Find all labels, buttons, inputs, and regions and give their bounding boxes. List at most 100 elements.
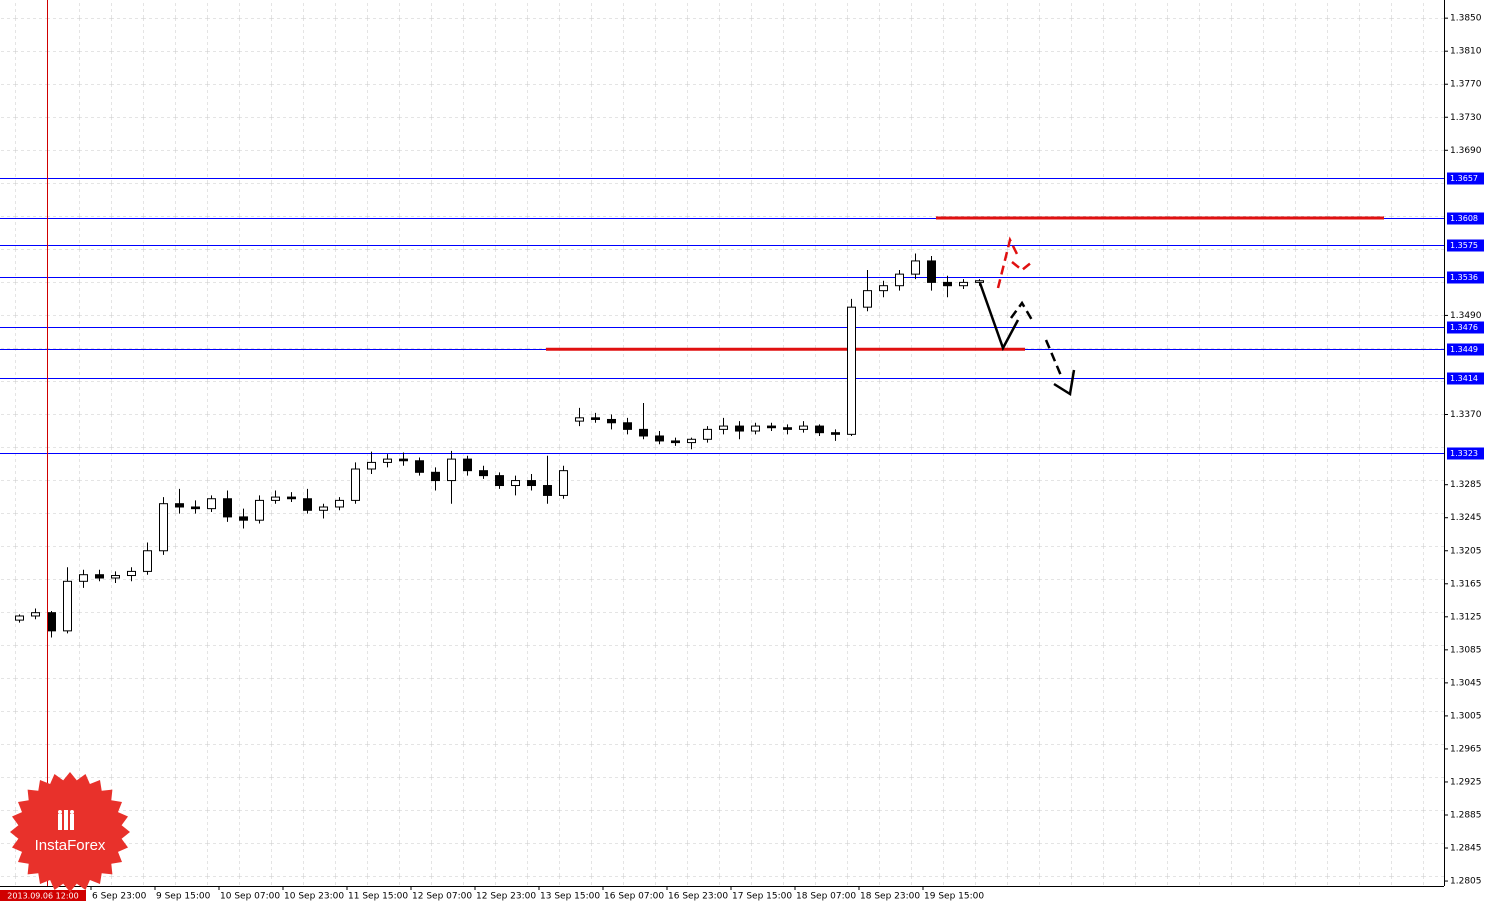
x-tick-label: 10 Sep 07:00: [220, 892, 280, 902]
candle-body: [879, 285, 888, 292]
candle-body: [543, 485, 552, 496]
level-label-box: [1447, 343, 1484, 356]
candle-body: [239, 516, 248, 521]
candle-body: [383, 458, 392, 463]
y-tick-label: 1.2845: [1450, 844, 1482, 854]
y-tick-label: 1.3490: [1450, 311, 1482, 321]
x-tick-label: 17 Sep 15:00: [732, 892, 792, 902]
y-tick-label: 1.2885: [1450, 810, 1482, 820]
x-tick-label: 13 Sep 15:00: [540, 892, 600, 902]
candle-body: [639, 428, 648, 437]
candle-body: [15, 615, 24, 621]
level-label: 1.3657: [1450, 174, 1478, 183]
candle-body: [671, 440, 680, 444]
candle-body: [863, 290, 872, 308]
y-tick-label: 1.3005: [1450, 711, 1482, 721]
candle-body: [431, 471, 440, 482]
candle-body: [287, 496, 296, 500]
marker-label-box: [0, 890, 86, 901]
y-tick-label: 1.2805: [1450, 877, 1482, 887]
y-tick-label: 1.3085: [1450, 645, 1482, 655]
y-tick-label: 1.3730: [1450, 113, 1482, 123]
level-label: 1.3608: [1450, 214, 1478, 223]
x-tick-label: 18 Sep 07:00: [796, 892, 856, 902]
candle-body: [687, 438, 696, 444]
level-label: 1.3476: [1450, 323, 1478, 332]
candle-body: [607, 418, 616, 424]
candle-body: [271, 496, 280, 501]
candle-body: [367, 461, 376, 470]
candle-body: [623, 422, 632, 430]
y-tick-label: 1.3850: [1450, 14, 1482, 24]
candle-body: [975, 280, 984, 283]
candle-body: [735, 425, 744, 432]
candle-body: [191, 506, 200, 510]
level-label-box: [1447, 271, 1484, 284]
candle-body: [207, 498, 216, 510]
x-tick-label: 10 Sep 23:00: [284, 892, 344, 902]
candle-body: [319, 506, 328, 511]
marker-label: 2013.09.06 12:00: [7, 892, 78, 901]
watermark-text: InstaForex: [35, 837, 106, 854]
y-tick-label: 1.3690: [1450, 146, 1482, 156]
y-tick-label: 1.3810: [1450, 47, 1482, 57]
y-tick-label: 1.3370: [1450, 410, 1482, 420]
x-tick-label: 11 Sep 15:00: [348, 892, 408, 902]
candle-body: [447, 458, 456, 482]
candle-body: [463, 458, 472, 472]
y-tick-label: 1.2925: [1450, 777, 1482, 787]
y-tick-label: 1.3770: [1450, 80, 1482, 90]
candle-body: [815, 425, 824, 434]
level-label-box: [1447, 172, 1484, 185]
level-label: 1.3575: [1450, 241, 1478, 250]
x-tick-label: 12 Sep 23:00: [476, 892, 536, 902]
candle-body: [911, 260, 920, 275]
level-label-box: [1447, 239, 1484, 252]
level-label: 1.3414: [1450, 374, 1478, 383]
candle-body: [159, 503, 168, 552]
candle-body: [31, 612, 40, 617]
candle-body: [847, 306, 856, 435]
forecast-arrows: [978, 236, 1076, 397]
y-tick-label: 1.3165: [1450, 579, 1482, 589]
x-tick-label: 9 Sep 15:00: [156, 892, 211, 902]
candle-body: [63, 580, 72, 632]
candle-body: [399, 458, 408, 462]
x-tick-label: 16 Sep 07:00: [604, 892, 664, 902]
level-label-box: [1447, 372, 1484, 385]
level-label-box: [1447, 321, 1484, 334]
candle-body: [575, 417, 584, 422]
x-tick-label: 16 Sep 23:00: [668, 892, 728, 902]
candle-body: [591, 417, 600, 420]
candle-body: [511, 480, 520, 487]
candle-body: [831, 432, 840, 435]
candle-body: [719, 425, 728, 430]
x-tick-label: 19 Sep 15:00: [924, 892, 984, 902]
candle-body: [47, 612, 56, 632]
candle-body: [655, 435, 664, 442]
candle-body: [959, 281, 968, 287]
candle-body: [143, 550, 152, 572]
candle-body: [415, 460, 424, 473]
watermark: InstaForex: [10, 772, 130, 892]
x-tick-label: 18 Sep 23:00: [860, 892, 920, 902]
candle-body: [767, 425, 776, 429]
candle-body: [111, 575, 120, 579]
candle-body: [943, 281, 952, 287]
candle-body: [527, 480, 536, 487]
level-label: 1.3449: [1450, 345, 1478, 354]
candle-body: [255, 499, 264, 521]
candle-body: [783, 427, 792, 430]
candle-body: [479, 470, 488, 477]
candle-body: [223, 498, 232, 518]
y-tick-label: 1.3285: [1450, 480, 1482, 490]
candle-body: [79, 574, 88, 582]
grid: [0, 0, 1444, 886]
level-label-box: [1447, 212, 1484, 225]
candle-body: [751, 425, 760, 432]
x-tick-label: 12 Sep 07:00: [412, 892, 472, 902]
candle-body: [335, 499, 344, 508]
x-tick-label: 6 Sep 23:00: [92, 892, 147, 902]
candle-body: [799, 425, 808, 430]
y-tick-label: 1.3205: [1450, 546, 1482, 556]
